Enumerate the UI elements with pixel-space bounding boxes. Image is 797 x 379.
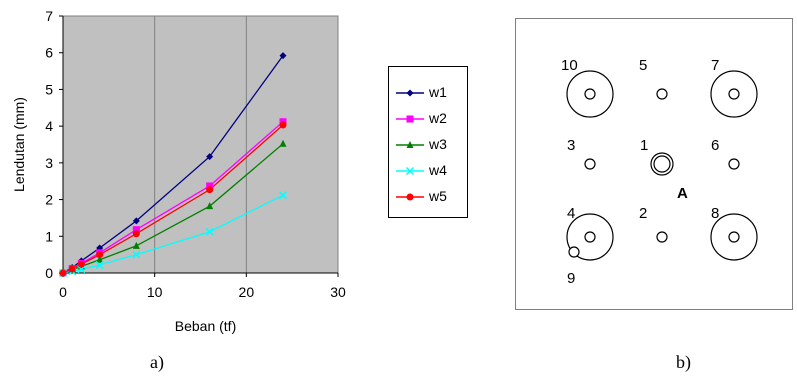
- x-tick-label-2: 20: [239, 284, 255, 300]
- y-tick-label-0: 0: [45, 265, 53, 281]
- data-point-w5-4: [132, 230, 140, 238]
- small-circle-7: [728, 88, 740, 100]
- data-point-w5-5: [206, 186, 214, 194]
- legend-swatch-w2: [396, 115, 424, 123]
- diagram-marker-a: A: [677, 185, 688, 202]
- deflection-chart: 0 1 2 3 4 5 6 7 0 10 20 30 Beban (tf) Lendutan (mm): [11, 8, 346, 334]
- data-point-w5-3: [96, 251, 104, 259]
- inner-circle-1: [653, 155, 671, 173]
- large-circle-7: [710, 70, 758, 118]
- y-axis-title: Lendutan (mm): [11, 97, 27, 192]
- data-point-w5-6: [279, 121, 287, 129]
- diagram-label-4: 4: [567, 205, 575, 222]
- small-circle-8: [728, 231, 740, 243]
- data-point-w3-6: [279, 139, 287, 147]
- large-circle-10: [566, 70, 614, 118]
- chart-legend: w1 w2 w3 w4 w5: [388, 66, 468, 218]
- legend-item-w2: w2: [389, 109, 469, 131]
- large-circle-4: [566, 213, 614, 261]
- legend-item-w4: w4: [389, 161, 469, 183]
- diagram-label-6: 6: [711, 137, 719, 154]
- diagram-label-10: 10: [561, 57, 578, 74]
- y-tick-label-6: 6: [45, 45, 53, 61]
- data-point-w1-5: [206, 153, 214, 161]
- x-tick-label-1: 10: [147, 284, 163, 300]
- y-tick-label-3: 3: [45, 155, 53, 171]
- data-point-w5-0: [59, 269, 67, 277]
- small-circle-2: [656, 231, 668, 243]
- outer-circle-1: [650, 152, 674, 176]
- legend-marker-w5: [406, 193, 414, 201]
- y-tick-label-5: 5: [45, 81, 53, 97]
- diagram-label-7: 7: [711, 57, 719, 74]
- y-tick-label-2: 2: [45, 192, 53, 208]
- data-point-w4-5: [205, 227, 214, 236]
- small-circle-6: [728, 158, 740, 170]
- data-point-w5-1: [68, 265, 76, 273]
- diagram-label-5: 5: [639, 57, 647, 74]
- small-circle-9: [568, 246, 580, 258]
- x-axis-title: Beban (tf): [175, 318, 236, 334]
- legend-marker-w2: [406, 115, 414, 123]
- data-point-w4-4: [132, 250, 141, 259]
- data-point-w2-5: [206, 182, 214, 190]
- small-circle-5: [656, 88, 668, 100]
- large-circle-8: [710, 213, 758, 261]
- diagram-label-8: 8: [711, 205, 719, 222]
- caption-b: b): [676, 352, 691, 372]
- layout-diagram: 10 5 7 3 1 6 4 2 8 9 A: [515, 18, 793, 310]
- diagram-label-1: 1: [640, 137, 648, 154]
- plot-area: [62, 15, 339, 274]
- data-point-w2-4: [132, 226, 140, 234]
- y-tick-label-1: 1: [45, 228, 53, 244]
- small-circle-3: [584, 158, 596, 170]
- data-point-w4-3: [95, 260, 104, 269]
- legend-swatch-w5: [396, 193, 424, 201]
- data-point-w4-6: [278, 191, 288, 200]
- caption-a: a): [150, 352, 164, 372]
- legend-label-w3: w3: [429, 136, 447, 152]
- data-point-w4-2: [77, 265, 86, 274]
- legend-swatch-w3: [396, 141, 424, 148]
- x-tick-label-3: 30: [330, 284, 346, 300]
- legend-marker-w1: [406, 89, 414, 97]
- legend-marker-w3: [406, 141, 414, 148]
- small-circle-10: [584, 88, 596, 100]
- small-circle-4: [584, 231, 596, 243]
- y-tick-label-7: 7: [45, 8, 53, 24]
- legend-label-w5: w5: [429, 188, 447, 204]
- diagram-label-3: 3: [567, 137, 575, 154]
- data-point-w1-6: [279, 52, 287, 60]
- diagram-label-9: 9: [567, 270, 575, 287]
- legend-item-w3: w3: [389, 135, 469, 157]
- y-tick-label-4: 4: [45, 118, 53, 134]
- legend-marker-w4: [405, 166, 415, 176]
- x-tick-label-0: 0: [59, 284, 67, 300]
- data-point-w5-2: [77, 260, 85, 268]
- legend-item-w5: w5: [389, 187, 469, 209]
- legend-item-w1: w1: [389, 83, 469, 105]
- legend-swatch-w1: [396, 89, 424, 97]
- data-point-w3-4: [132, 241, 140, 249]
- diagram-label-2: 2: [639, 205, 647, 222]
- legend-swatch-w4: [396, 166, 424, 176]
- data-point-w3-5: [206, 202, 214, 210]
- legend-label-w2: w2: [429, 110, 447, 126]
- data-point-w1-4: [132, 217, 140, 225]
- data-point-w3-3: [96, 255, 104, 263]
- legend-label-w4: w4: [429, 162, 447, 178]
- legend-label-w1: w1: [429, 84, 447, 100]
